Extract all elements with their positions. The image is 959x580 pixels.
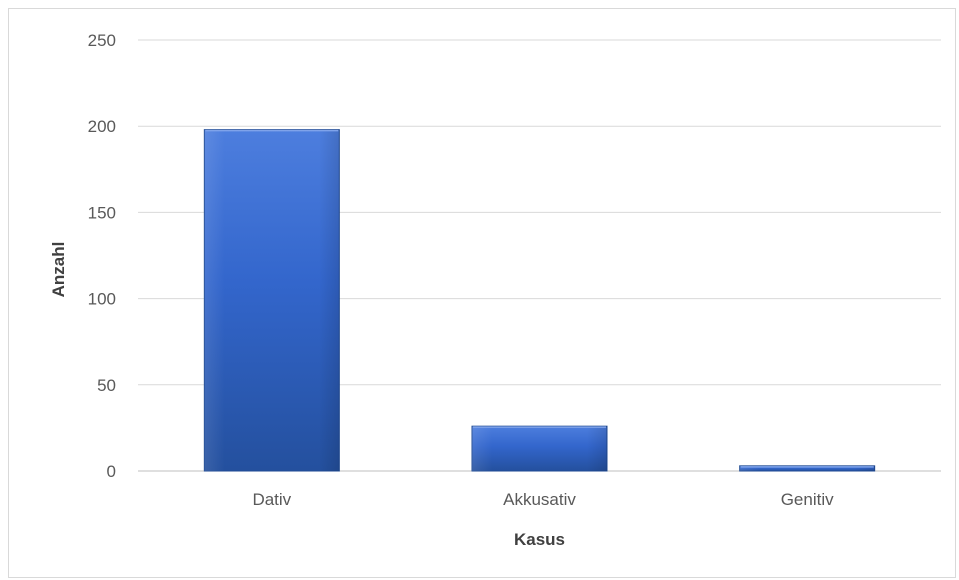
y-tick-label: 0: [107, 462, 116, 481]
x-tick-label-akkusativ: Akkusativ: [503, 490, 576, 509]
y-tick-label: 250: [88, 31, 116, 50]
y-tick-label: 200: [88, 117, 116, 136]
bar-sheen: [204, 129, 340, 471]
y-tick-label: 150: [88, 203, 116, 222]
y-axis-title: Anzahl: [49, 242, 68, 298]
bars: [203, 129, 876, 472]
bar-sheen: [472, 426, 607, 471]
bar-sheen: [739, 465, 875, 471]
x-axis-title: Kasus: [514, 530, 565, 549]
y-axis-tick-labels: 0 50 100 150 200 250: [88, 31, 116, 481]
bar-genitiv: [739, 465, 876, 472]
bar-akkusativ: [471, 425, 608, 472]
bar-dativ: [203, 129, 340, 472]
y-tick-label: 100: [88, 290, 116, 309]
bar-chart: 0 50 100 150 200 250 Dativ Akkusativ Genitiv An…: [49, 31, 941, 549]
x-axis-tick-labels: Dativ Akkusativ Genitiv: [252, 490, 834, 509]
chart-container: 0 50 100 150 200 250 Dativ Akkusativ Genitiv An…: [8, 8, 956, 578]
y-tick-label: 50: [97, 376, 116, 395]
x-tick-label-dativ: Dativ: [252, 490, 291, 509]
x-tick-label-genitiv: Genitiv: [781, 490, 834, 509]
